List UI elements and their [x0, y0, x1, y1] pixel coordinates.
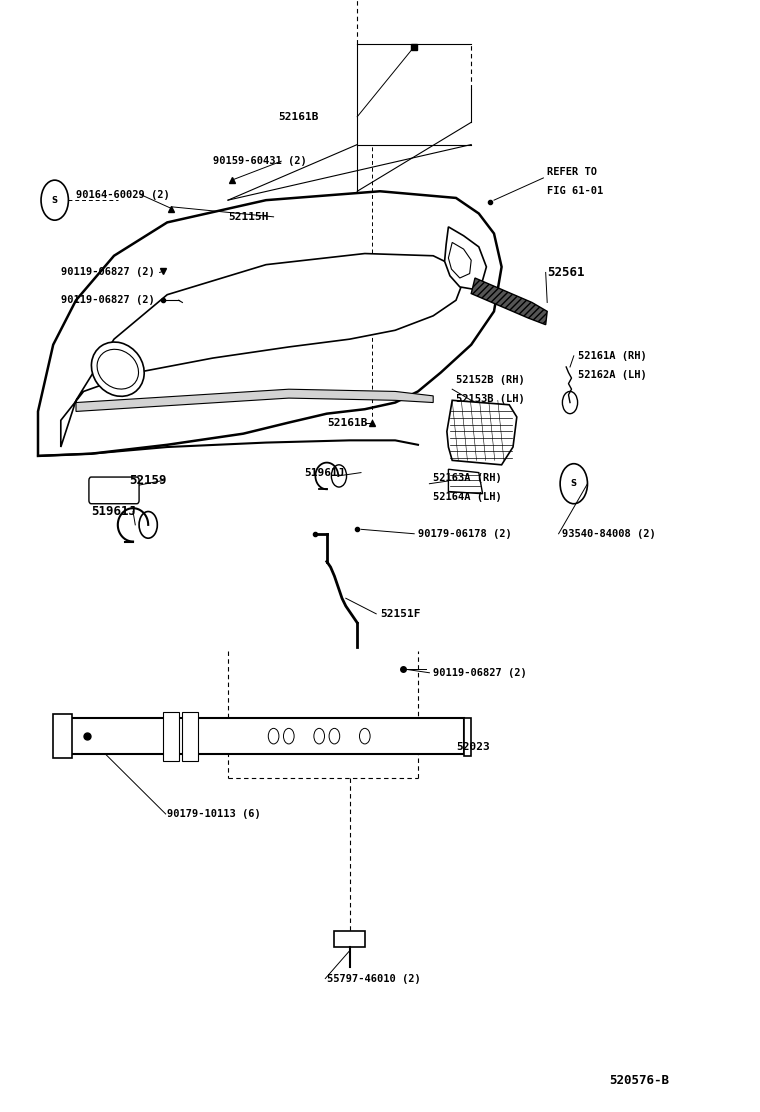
- Text: REFER TO: REFER TO: [547, 168, 597, 177]
- PathPatch shape: [471, 278, 547, 325]
- PathPatch shape: [76, 389, 433, 411]
- Text: 52163A (RH): 52163A (RH): [433, 474, 502, 483]
- PathPatch shape: [38, 191, 502, 456]
- Text: 52161B: 52161B: [327, 418, 367, 427]
- PathPatch shape: [448, 242, 471, 278]
- Bar: [163, 712, 179, 761]
- Text: 52162A (LH): 52162A (LH): [578, 370, 646, 379]
- Text: 51961J: 51961J: [91, 505, 136, 518]
- Text: S: S: [571, 479, 577, 488]
- Ellipse shape: [91, 342, 144, 396]
- Bar: [182, 712, 198, 761]
- Text: 90179-06178 (2): 90179-06178 (2): [418, 529, 511, 538]
- Text: 55797-46010 (2): 55797-46010 (2): [327, 974, 420, 983]
- Text: 52164A (LH): 52164A (LH): [433, 493, 502, 502]
- Text: 52152B (RH): 52152B (RH): [456, 376, 524, 385]
- PathPatch shape: [61, 254, 464, 447]
- Text: 52023: 52023: [456, 743, 489, 752]
- Text: 93540-84008 (2): 93540-84008 (2): [562, 529, 656, 538]
- Text: 90159-60431 (2): 90159-60431 (2): [213, 157, 306, 166]
- Bar: [53, 714, 72, 758]
- Text: 520576-B: 520576-B: [609, 1074, 669, 1088]
- Text: 90179-10113 (6): 90179-10113 (6): [167, 810, 261, 818]
- Text: FIG 61-01: FIG 61-01: [547, 187, 603, 196]
- Ellipse shape: [97, 349, 138, 389]
- Text: 90119-06827 (2): 90119-06827 (2): [61, 296, 154, 305]
- Text: 51961J: 51961J: [304, 468, 344, 477]
- Text: 52159: 52159: [129, 474, 166, 487]
- Bar: [68, 718, 464, 754]
- Text: 52151F: 52151F: [380, 609, 420, 618]
- Text: 52115H: 52115H: [228, 212, 268, 221]
- Text: 52161B: 52161B: [279, 112, 319, 121]
- Text: 52561: 52561: [547, 266, 584, 279]
- PathPatch shape: [445, 227, 486, 289]
- Bar: [464, 718, 471, 756]
- Text: 90119-06827 (2): 90119-06827 (2): [433, 668, 527, 677]
- PathPatch shape: [447, 400, 517, 465]
- Text: 52153B (LH): 52153B (LH): [456, 395, 524, 404]
- Text: 90119-06827 (2): 90119-06827 (2): [61, 268, 154, 277]
- Bar: [334, 931, 365, 947]
- Text: S: S: [52, 196, 58, 205]
- Text: 52161A (RH): 52161A (RH): [578, 351, 646, 360]
- PathPatch shape: [448, 469, 483, 494]
- FancyBboxPatch shape: [89, 477, 139, 504]
- Text: 90164-60029 (2): 90164-60029 (2): [76, 190, 169, 199]
